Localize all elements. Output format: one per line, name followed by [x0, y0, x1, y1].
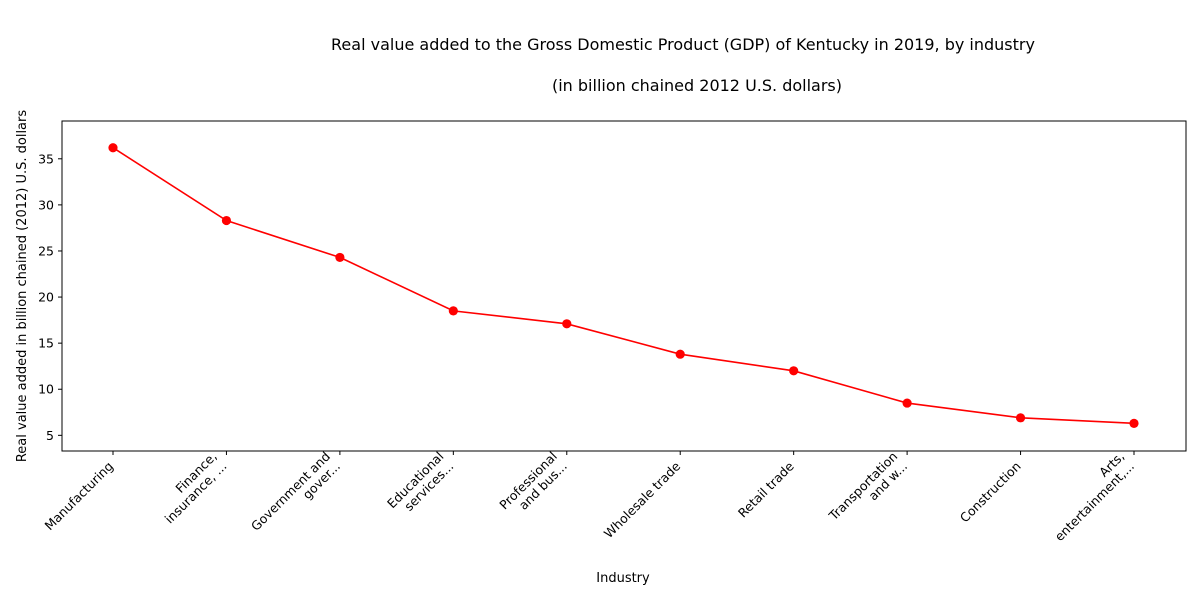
chart-title: Real value added to the Gross Domestic P… — [331, 35, 1035, 54]
data-point — [902, 398, 912, 408]
data-point — [221, 215, 232, 226]
y-axis-label: Real value added in billion chained (201… — [15, 110, 30, 463]
x-tick-label: Arts,entertainment,... — [1042, 449, 1137, 544]
x-tick-label: Construction — [957, 459, 1024, 526]
x-tick-label: Professionaland bus... — [496, 449, 570, 523]
data-point — [562, 319, 572, 329]
x-tick-label: Manufacturing — [42, 459, 117, 534]
data-point — [335, 252, 345, 263]
data-point — [1129, 418, 1139, 428]
data-point — [789, 366, 799, 376]
x-tick-label: Retail trade — [735, 458, 797, 520]
plot-area: 5 10 15 20 25 30 35 Manufacturing Finance,insura… — [38, 120, 1187, 544]
y-tick-label: 5 — [46, 428, 54, 443]
data-point — [675, 349, 685, 359]
data-point — [108, 143, 118, 153]
y-tick-label: 35 — [38, 151, 54, 166]
x-tick-label: Educationalservices... — [384, 449, 456, 521]
x-axis-label: Industry — [596, 571, 650, 586]
data-point — [1015, 413, 1026, 423]
plot-frame — [61, 120, 1187, 452]
x-tick-label: Finance,insurance, ... — [152, 449, 230, 527]
y-tick-label: 25 — [38, 243, 54, 258]
y-tick-label: 15 — [38, 336, 54, 351]
y-tick-label: 30 — [38, 197, 54, 212]
series-line — [112, 147, 1135, 425]
chart-subtitle: (in billion chained 2012 U.S. dollars) — [552, 76, 842, 95]
x-tick-label: Transportationand w... — [825, 449, 910, 534]
y-tick-label: 10 — [38, 382, 54, 397]
x-tick-label: Wholesale trade — [601, 458, 684, 541]
y-tick-label: 20 — [38, 290, 54, 305]
x-tick-label: Government andgover... — [248, 449, 343, 544]
data-point — [448, 306, 458, 316]
